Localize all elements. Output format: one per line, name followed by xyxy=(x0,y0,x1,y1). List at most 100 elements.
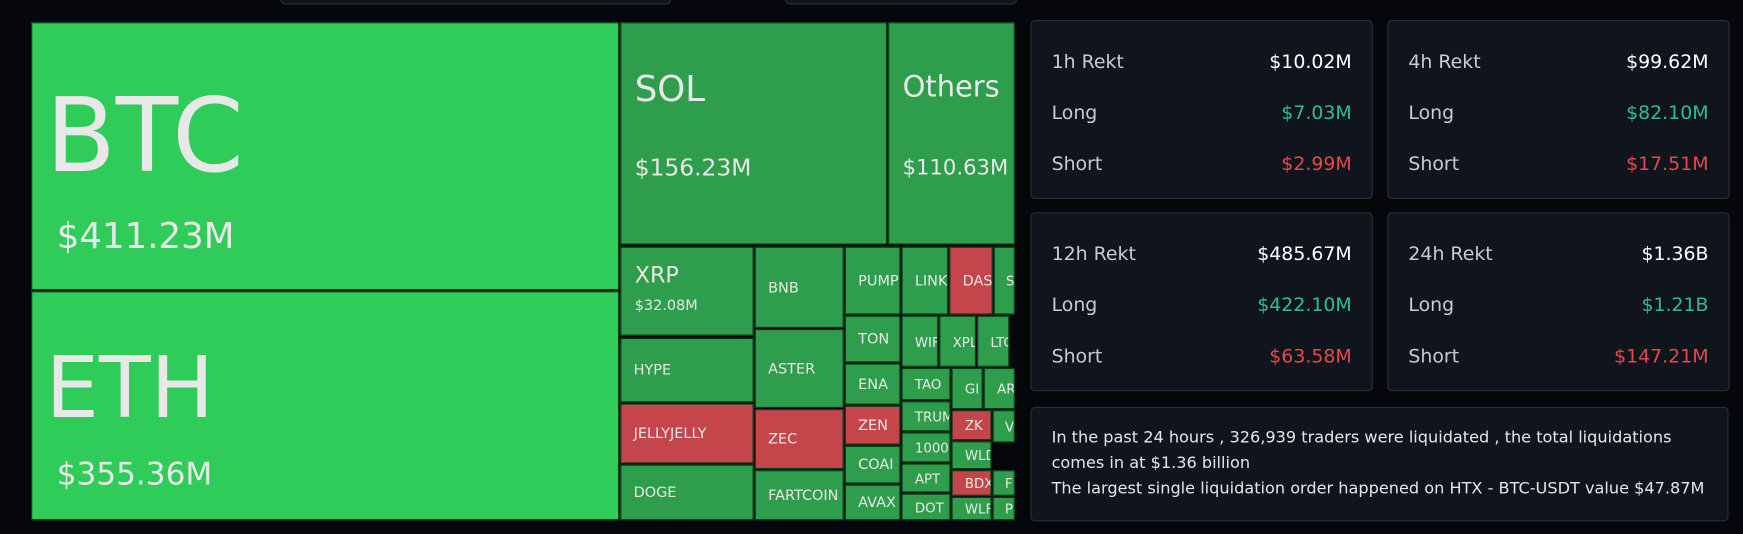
card-row: 1h Rekt $10.02M xyxy=(1052,51,1352,73)
tile-label: TRUM xyxy=(914,409,951,425)
treemap-tile[interactable]: ETH $355.36M xyxy=(31,291,620,521)
card-row: Short $147.21M xyxy=(1408,346,1708,368)
treemap-tile[interactable]: F xyxy=(992,470,1015,496)
tile-label: LTC xyxy=(990,334,1008,350)
row-label: Short xyxy=(1408,345,1460,368)
tile-label: DOT xyxy=(914,499,944,516)
treemap-tile[interactable]: BDX xyxy=(951,470,992,496)
tile-label: ZEN xyxy=(858,417,889,435)
treemap-tile[interactable]: FARTCOIN xyxy=(754,470,844,521)
row-value: $1.36B xyxy=(1641,243,1709,266)
treemap-tile[interactable]: HYPE xyxy=(620,337,754,403)
filter-box[interactable] xyxy=(784,0,1018,5)
tile-label: DASI xyxy=(962,273,993,290)
treemap-tile[interactable]: ZEN xyxy=(844,405,901,445)
row-value: $63.58M xyxy=(1269,345,1352,368)
tile-label: COAI xyxy=(858,457,894,474)
card-row: Long $422.10M xyxy=(1052,295,1352,317)
treemap-tile[interactable]: 1000I xyxy=(901,432,951,463)
row-label: 1h Rekt xyxy=(1051,51,1124,74)
row-label: Long xyxy=(1408,102,1455,125)
tile-label: S xyxy=(1005,273,1015,290)
card-row: 24h Rekt $1.36B xyxy=(1408,243,1708,265)
card-row: Long $1.21B xyxy=(1408,295,1708,317)
treemap-tile[interactable]: APT xyxy=(901,463,951,493)
tile-label: WLD xyxy=(964,448,991,464)
tile-label: XPL xyxy=(952,334,976,350)
treemap-tile[interactable]: BNB xyxy=(754,246,844,328)
row-label: Short xyxy=(1051,153,1103,176)
treemap-tile[interactable]: WLD xyxy=(951,441,992,470)
tile-label: LINK xyxy=(914,273,948,290)
row-label: Short xyxy=(1051,345,1103,368)
tile-label: DOGE xyxy=(633,484,677,502)
tile-label: WLF xyxy=(964,501,992,518)
treemap-tile[interactable]: P xyxy=(992,496,1015,521)
treemap-tile[interactable]: TAO xyxy=(901,367,951,401)
treemap-tile[interactable]: WLF xyxy=(951,496,992,521)
row-value: $1.21B xyxy=(1641,294,1709,317)
treemap-tile[interactable]: TON xyxy=(844,315,901,363)
treemap-tile[interactable]: COAI xyxy=(844,445,901,484)
tile-label: JELLYJELLY xyxy=(633,425,707,443)
treemap-tile[interactable]: V xyxy=(992,410,1015,443)
card-row: Long $82.10M xyxy=(1408,102,1708,124)
treemap-tile[interactable]: XRP $32.08M xyxy=(620,246,754,336)
treemap-tile[interactable]: AVAX xyxy=(844,484,901,521)
treemap-tile[interactable]: SOL $156.23M xyxy=(620,22,888,245)
treemap-tile[interactable]: DOGE xyxy=(620,464,754,521)
row-value: $99.62M xyxy=(1626,51,1709,74)
treemap-tile[interactable]: ZEC xyxy=(754,409,844,470)
tile-label: F xyxy=(1004,476,1013,492)
tile-label: ZEC xyxy=(768,431,798,449)
tile-label: APT xyxy=(914,471,941,487)
tile-label: ETH xyxy=(45,338,215,438)
treemap-tile[interactable]: ENA xyxy=(844,363,901,405)
row-value: $147.21M xyxy=(1614,345,1709,368)
treemap-tile[interactable]: Others $110.63M xyxy=(888,22,1015,245)
treemap-tile[interactable]: S xyxy=(993,246,1015,315)
treemap-tile[interactable]: JELLYJELLY xyxy=(620,403,754,464)
treemap-tile[interactable]: DOT xyxy=(901,493,951,521)
treemap-tile[interactable]: AR xyxy=(983,367,1015,410)
treemap-tile[interactable]: LTC xyxy=(977,315,1010,367)
treemap-tile[interactable]: TRUM xyxy=(901,401,951,432)
tile-label: BNB xyxy=(768,279,799,297)
tile-label: XRP xyxy=(634,261,679,289)
row-value: $7.03M xyxy=(1281,102,1352,125)
tile-value: $355.36M xyxy=(56,455,213,493)
treemap-tile[interactable]: DASI xyxy=(949,246,993,315)
treemap-tile[interactable]: PUMP xyxy=(844,246,901,315)
row-label: Long xyxy=(1051,294,1098,317)
tile-label: AR xyxy=(997,381,1015,398)
treemap-tile[interactable]: WIF xyxy=(901,315,939,367)
tile-label: SOL xyxy=(634,67,706,111)
treemap-tile[interactable]: ASTER xyxy=(754,329,844,408)
row-value: $82.10M xyxy=(1626,102,1709,125)
treemap-tile[interactable]: LINK xyxy=(901,246,949,315)
tile-label: TON xyxy=(858,331,890,349)
tile-value: $110.63M xyxy=(902,155,1009,180)
tile-label: P xyxy=(1004,501,1013,518)
card-row: 12h Rekt $485.67M xyxy=(1052,243,1352,265)
search-box[interactable] xyxy=(280,0,672,5)
tile-label: TAO xyxy=(914,377,942,393)
tile-label: ASTER xyxy=(768,360,816,378)
tile-label: AVAX xyxy=(858,494,896,512)
treemap-tile[interactable]: BTC $411.23M xyxy=(31,22,620,291)
stat-card: 12h Rekt $485.67M Long $422.10M Short $63.58M xyxy=(1030,212,1373,392)
treemap-tile[interactable]: XPL xyxy=(939,315,976,367)
stat-card: 1h Rekt $10.02M Long $7.03M Short $2.99M xyxy=(1030,20,1373,199)
row-label: 12h Rekt xyxy=(1051,243,1136,266)
row-value: $2.99M xyxy=(1281,153,1352,176)
row-value: $485.67M xyxy=(1257,243,1352,266)
stat-card: 4h Rekt $99.62M Long $82.10M Short $17.51M xyxy=(1387,20,1730,199)
treemap-tile[interactable]: ZK xyxy=(951,410,992,441)
tile-value: $156.23M xyxy=(634,153,752,181)
card-row: Short $17.51M xyxy=(1408,153,1708,175)
treemap-tile[interactable]: GI xyxy=(951,367,983,410)
row-value: $10.02M xyxy=(1269,51,1352,74)
row-label: 4h Rekt xyxy=(1408,51,1481,74)
